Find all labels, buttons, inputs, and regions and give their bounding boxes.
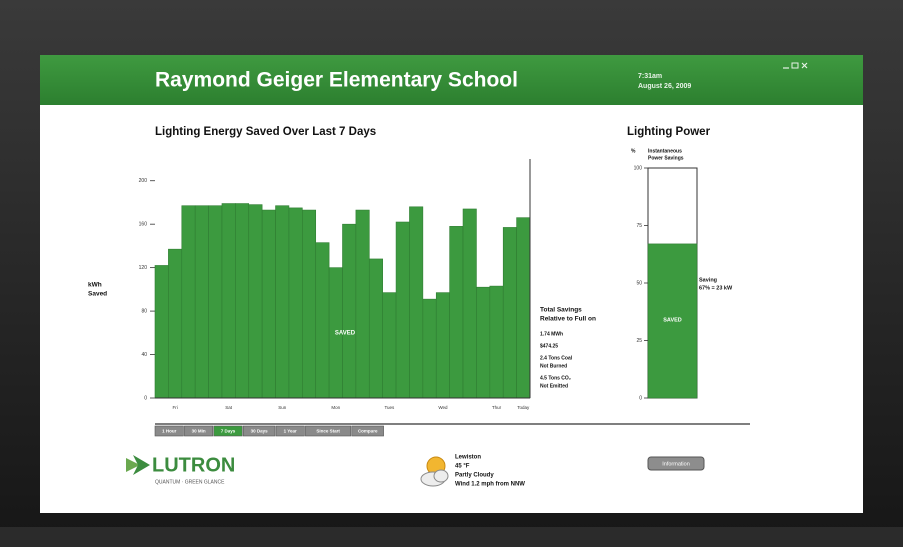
weather-text: 45 °F [455, 464, 470, 470]
logo-text: LUTRON [152, 454, 235, 476]
saved-label: SAVED [335, 331, 356, 337]
x-tick-label: Thur [492, 405, 502, 410]
bezel-bottom [0, 527, 903, 547]
x-tick-label: Today [517, 405, 530, 410]
savings-text: Total Savings [540, 307, 582, 314]
bar [409, 207, 422, 398]
bar [490, 286, 503, 398]
chart-title: Lighting Power [627, 126, 711, 138]
y-tick-label: 0 [144, 395, 147, 401]
saving-callout: Saving [699, 277, 717, 283]
y-tick-label: 0 [639, 395, 642, 401]
x-tick-label: Wed [438, 405, 448, 410]
bar [276, 206, 289, 398]
bar [168, 249, 181, 398]
y-tick-label: 40 [141, 352, 147, 358]
display: Raymond Geiger Elementary School 7:31am … [0, 0, 903, 547]
savings-text: 1.74 MWh [540, 331, 563, 337]
information-button-label[interactable]: Information [662, 461, 690, 467]
y-axis-label: % [631, 148, 636, 154]
range-button-label[interactable]: 7 Days [221, 429, 236, 434]
savings-text: Not Emitted [540, 383, 568, 389]
savings-text: Relative to Full on [540, 316, 596, 323]
y-tick-label: 160 [139, 222, 148, 228]
bar [450, 226, 463, 398]
cloud [434, 470, 448, 482]
savings-text: 4.5 Tons CO₂ [540, 375, 571, 381]
range-button-label[interactable]: 1 Hour [162, 429, 177, 434]
school-title: Raymond Geiger Elementary School [155, 69, 518, 92]
x-tick-label: Fri [172, 405, 177, 410]
bar [235, 204, 248, 398]
range-button-label[interactable]: Compare [358, 429, 378, 434]
bar [262, 210, 275, 398]
page: { "header": {"title": "Raymond Geiger El… [0, 0, 903, 547]
bar [182, 206, 195, 398]
y-tick-label: 50 [636, 280, 642, 286]
time: 7:31am [638, 73, 662, 80]
bar [517, 218, 530, 398]
bar [463, 209, 476, 398]
savings-text: Not Burned [540, 363, 567, 369]
range-button-label[interactable]: 1 Year [284, 429, 297, 434]
bar [209, 206, 222, 398]
range-button-label[interactable]: 30 Days [251, 429, 269, 434]
bar [222, 204, 235, 398]
y-tick-label: 25 [636, 338, 642, 344]
y-tick-label: 120 [139, 265, 148, 271]
x-tick-label: Tues [384, 405, 395, 410]
weather-text: Wind 1.2 mph from NNW [455, 482, 525, 488]
saving-callout: 67% = 23 kW [699, 285, 733, 291]
bar [396, 222, 409, 398]
savings-text: $474.25 [540, 343, 558, 349]
bar [383, 293, 396, 398]
weather-text: Partly Cloudy [455, 473, 494, 479]
y-tick-label: 75 [636, 223, 642, 229]
savings-text: 2.4 Tons Coal [540, 355, 573, 361]
bar [369, 259, 382, 398]
bar [476, 287, 489, 398]
y-tick-label: 200 [139, 178, 148, 184]
subtitle: Instantaneous [648, 148, 682, 154]
bar [195, 206, 208, 398]
x-tick-label: Mon [331, 405, 340, 410]
bar [503, 227, 516, 398]
range-button-label[interactable]: Since Start [316, 429, 340, 434]
y-tick-label: 100 [634, 165, 643, 171]
bar [302, 210, 315, 398]
subtitle: Power Savings [648, 155, 684, 161]
bar [343, 224, 356, 398]
range-button-label[interactable]: 30 Min [192, 429, 206, 434]
bar [289, 208, 302, 398]
saved-label: SAVED [663, 317, 682, 323]
bar [316, 243, 329, 398]
weather-text: Lewiston [455, 455, 481, 461]
logo-tagline: QUANTUM · GREEN GLANCE [155, 479, 225, 485]
y-axis-label: kWh [88, 282, 102, 289]
bar [249, 205, 262, 398]
date: August 26, 2009 [638, 83, 691, 90]
bar [436, 293, 449, 398]
bar [155, 265, 168, 398]
y-tick-label: 80 [141, 308, 147, 314]
bar [423, 299, 436, 398]
chart-title: Lighting Energy Saved Over Last 7 Days [155, 126, 376, 138]
y-axis-label: Saved [88, 291, 107, 298]
x-tick-label: Sat [225, 405, 233, 410]
bar [356, 210, 369, 398]
x-tick-label: Sun [278, 405, 287, 410]
